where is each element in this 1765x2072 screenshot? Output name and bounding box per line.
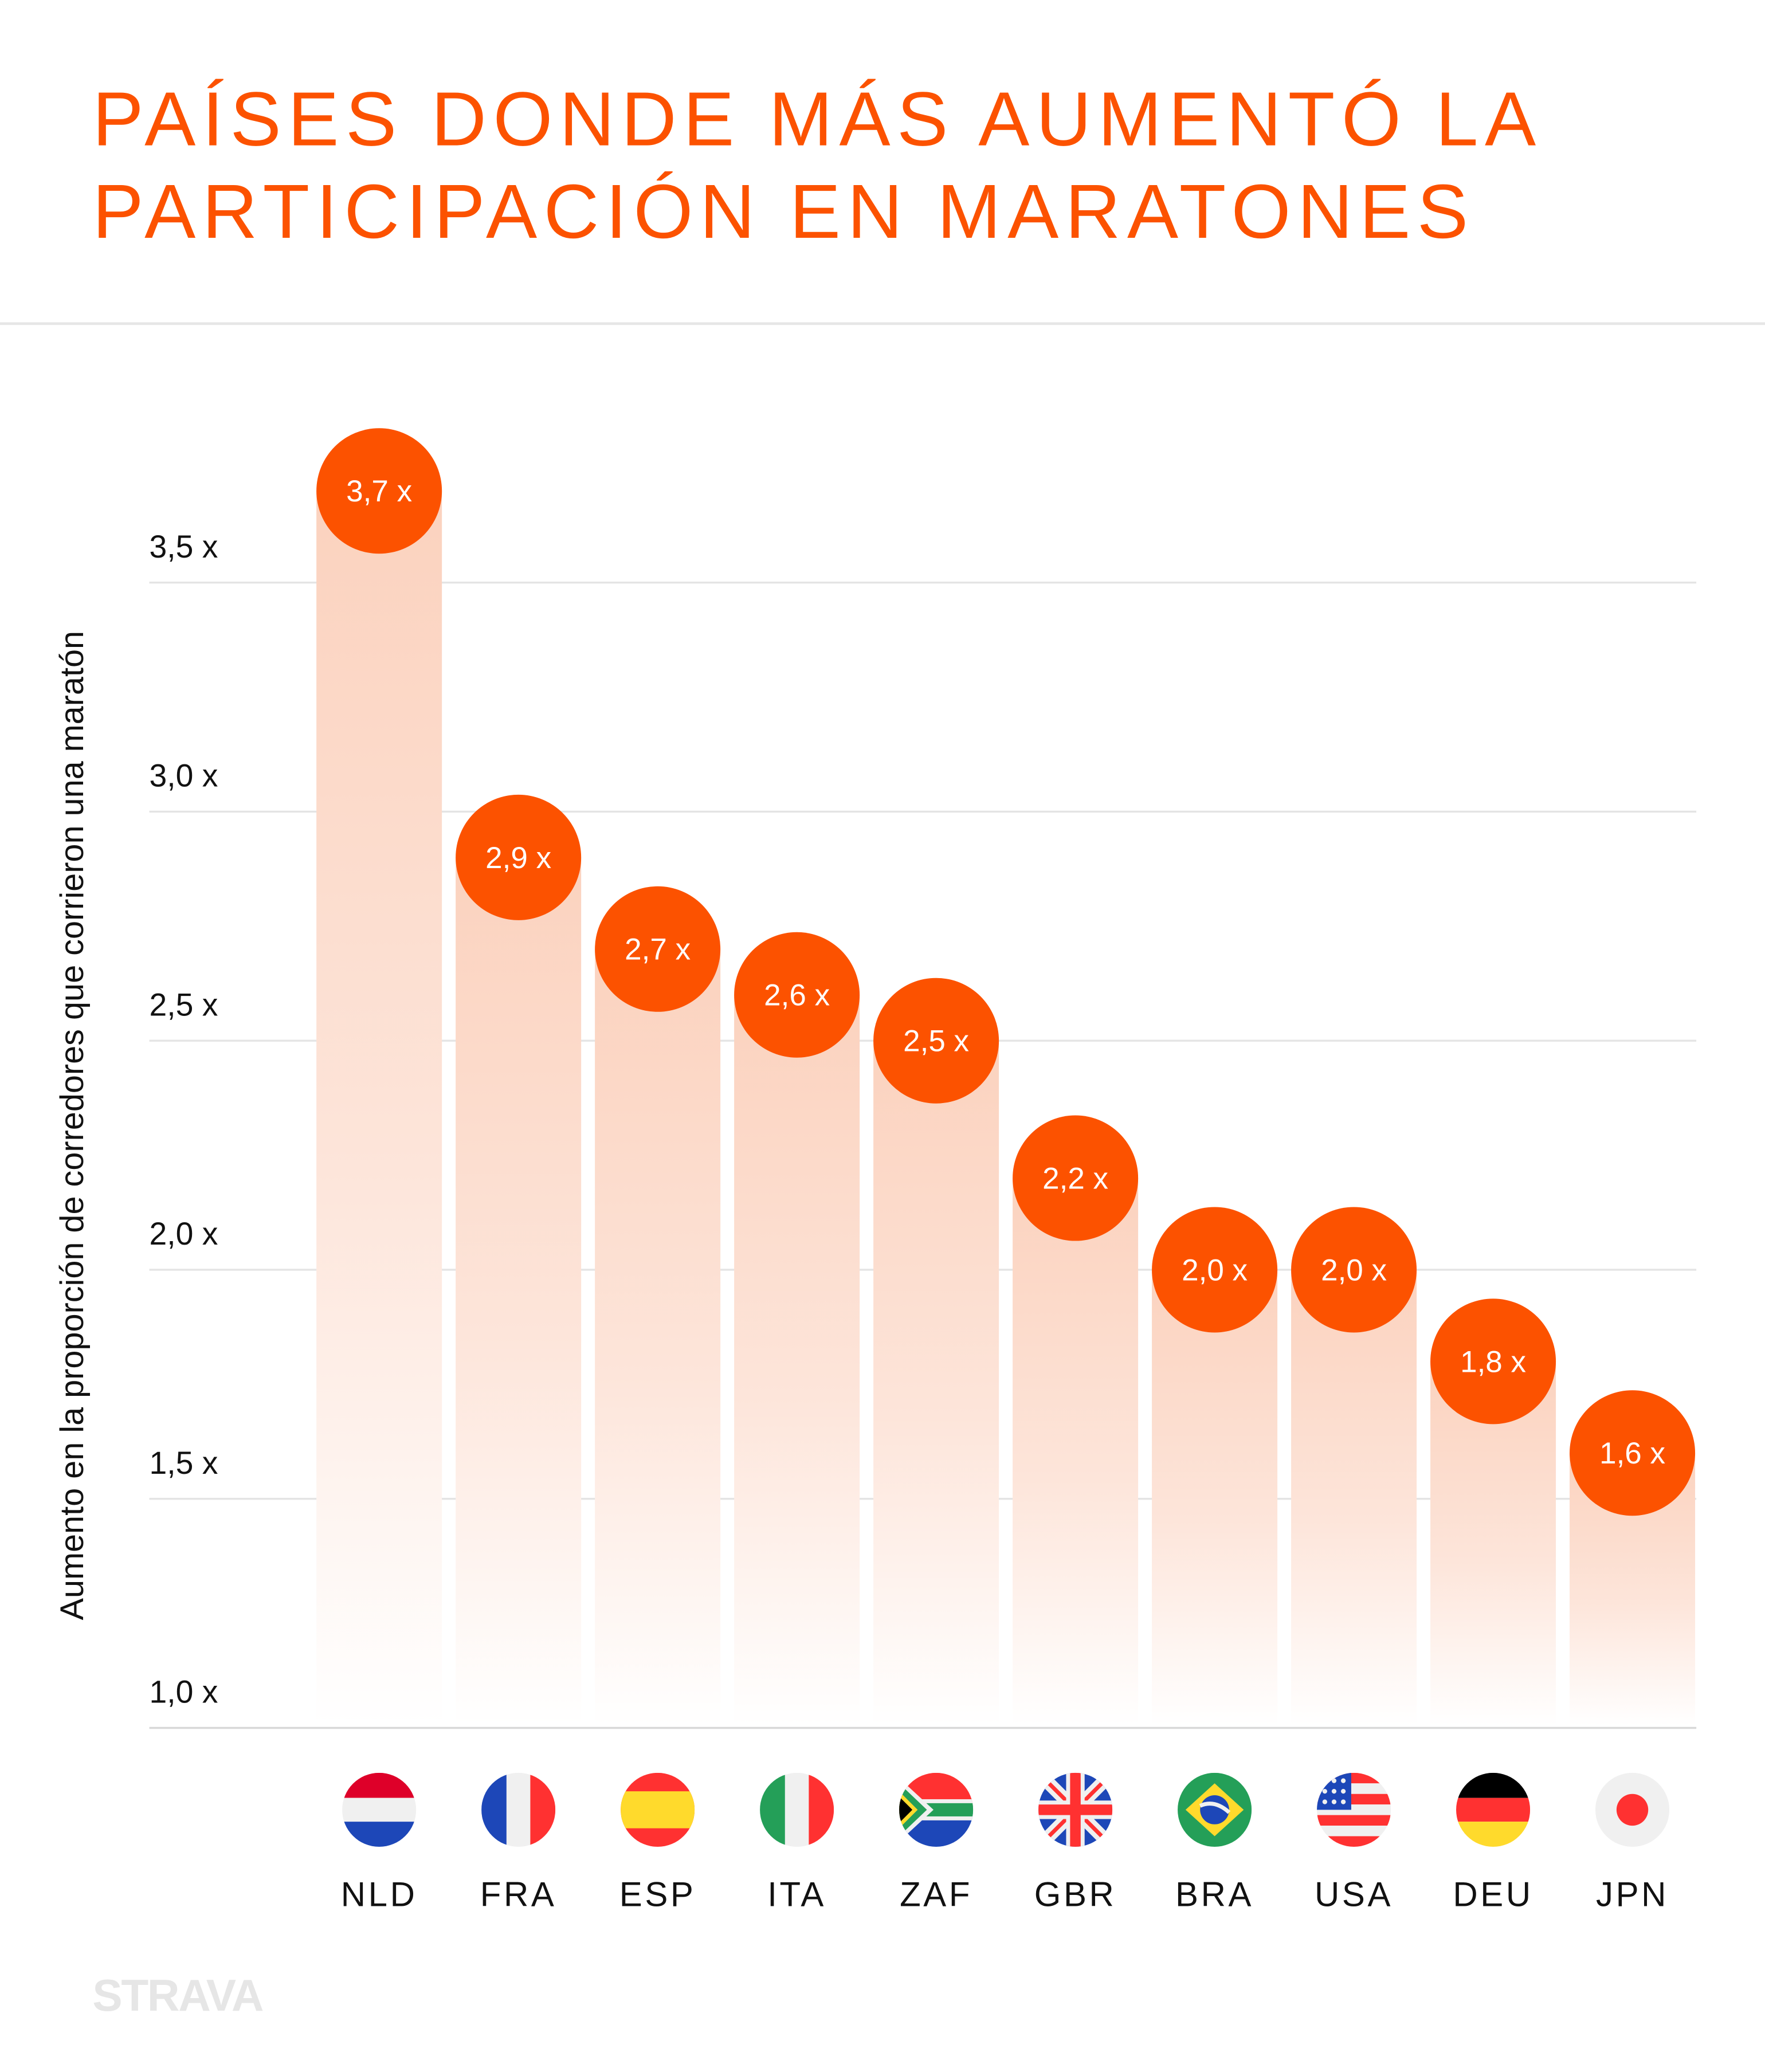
x-tick-label: USA <box>1315 1875 1393 1914</box>
data-label: 1,8 x <box>1460 1345 1526 1379</box>
data-label: 2,2 x <box>1042 1161 1108 1195</box>
title-line-2: PARTICIPACIÓN EN MARATONES <box>92 169 1475 255</box>
uk-flag-icon <box>1038 1772 1113 1847</box>
value-bubble <box>734 932 860 1058</box>
y-tick-label: 1,0 x <box>150 1674 218 1710</box>
value-bubble <box>1291 1207 1417 1333</box>
y-tick-label: 2,5 x <box>150 987 218 1022</box>
italy-flag-icon <box>760 1772 834 1847</box>
x-tick-label: ESP <box>619 1875 696 1914</box>
data-label: 2,7 x <box>625 933 691 967</box>
value-bubble <box>873 978 999 1104</box>
y-tick-label: 3,0 x <box>150 758 218 794</box>
y-tick-label: 1,5 x <box>150 1445 218 1481</box>
brazil-flag-icon <box>1178 1772 1252 1847</box>
south-africa-flag-icon <box>899 1772 974 1847</box>
x-tick-label: FRA <box>480 1875 557 1914</box>
data-label: 2,0 x <box>1321 1253 1387 1287</box>
bar-gbr <box>1013 1178 1139 1725</box>
spain-flag-icon <box>621 1772 695 1847</box>
france-flag-icon <box>481 1772 556 1847</box>
x-tick-label: BRA <box>1175 1875 1254 1914</box>
value-bubble <box>1152 1207 1278 1333</box>
netherlands-flag-icon <box>342 1772 417 1847</box>
data-label: 2,0 x <box>1182 1253 1248 1287</box>
value-bubble <box>316 428 442 554</box>
data-label: 3,7 x <box>346 474 412 508</box>
data-label: 2,6 x <box>764 979 830 1013</box>
x-tick-label: ZAF <box>900 1875 972 1914</box>
data-label: 2,5 x <box>903 1025 969 1058</box>
bar-esp <box>595 949 721 1725</box>
y-tick-label: 3,5 x <box>150 529 218 564</box>
x-tick-label: NLD <box>341 1875 418 1914</box>
y-tick-label: 2,0 x <box>150 1216 218 1251</box>
header-divider <box>0 322 1765 325</box>
y-axis-title: Aumento en la proporción de corredores q… <box>54 631 91 1620</box>
value-bubble <box>1570 1390 1696 1516</box>
bar-zaf <box>873 1041 999 1725</box>
strava-logo: STRAVA <box>92 1970 264 2020</box>
svg-text:STRAVA: STRAVA <box>92 1970 262 2020</box>
bar-fra <box>456 857 582 1725</box>
data-label: 1,6 x <box>1599 1437 1665 1470</box>
usa-flag-icon <box>1317 1772 1391 1847</box>
value-bubble <box>595 886 721 1012</box>
x-tick-label: JPN <box>1596 1875 1669 1914</box>
value-bubble <box>456 794 582 920</box>
x-tick-label: DEU <box>1453 1875 1533 1914</box>
data-label: 2,9 x <box>485 841 551 875</box>
bar-ita <box>734 995 860 1725</box>
x-tick-label: ITA <box>767 1875 826 1914</box>
title-line-1: PAÍSES DONDE MÁS AUMENTÓ LA <box>92 76 1543 163</box>
bar-usa <box>1291 1269 1417 1725</box>
bar-bra <box>1152 1269 1278 1725</box>
x-tick-label: GBR <box>1034 1875 1117 1914</box>
value-bubble <box>1013 1115 1139 1241</box>
chart-title: PAÍSES DONDE MÁS AUMENTÓ LA PARTICIPACIÓ… <box>92 74 1542 259</box>
bar-nld <box>316 490 442 1725</box>
value-bubble <box>1430 1298 1556 1424</box>
germany-flag-icon <box>1456 1772 1531 1847</box>
japan-flag-icon <box>1595 1772 1670 1847</box>
